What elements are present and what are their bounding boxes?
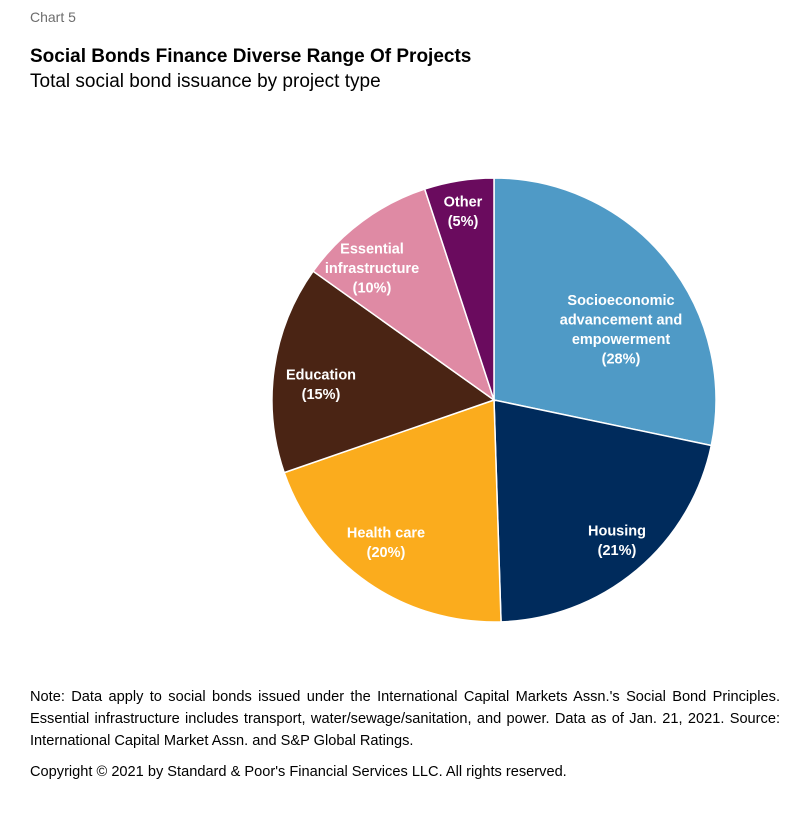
chart-title: Social Bonds Finance Diverse Range Of Pr… <box>30 46 472 67</box>
slice-label-health-care: Health care (20%) <box>347 525 425 561</box>
slice-label-other: Other (5%) <box>444 194 483 230</box>
footnote: Note: Data apply to social bonds issued … <box>30 689 780 749</box>
pie-labels: Socioeconomic advancement and empowerment(… <box>286 194 683 561</box>
slice-label-education: Education (15%) <box>286 367 356 403</box>
pie-slice-socioeconomic-advancement-and-empowerment <box>493 177 717 447</box>
slice-label-socioeconomic-advancement-and-empowerment: Socioeconomic advancement and empowerment(… <box>560 293 683 368</box>
chart-number-label: Chart 5 <box>30 9 76 25</box>
pie-slice-essential-infrastructure <box>312 188 496 402</box>
slice-label-housing: Housing (21%) <box>588 523 646 559</box>
pie-slice-education <box>271 270 496 474</box>
pie-chart: Socioeconomic advancement and empowerment(… <box>271 177 717 623</box>
copyright-notice: Copyright © 2021 by Standard & Poor's Fi… <box>30 764 567 780</box>
pie-slice-housing <box>493 399 713 623</box>
slice-label-essential-infrastructure: Essential infrastructure (10%) <box>325 242 419 297</box>
pie-slice-health-care <box>283 398 502 623</box>
pie-slice-other <box>423 177 495 401</box>
pie-slices <box>271 177 717 623</box>
chart-subtitle: Total social bond issuance by project ty… <box>30 71 381 92</box>
